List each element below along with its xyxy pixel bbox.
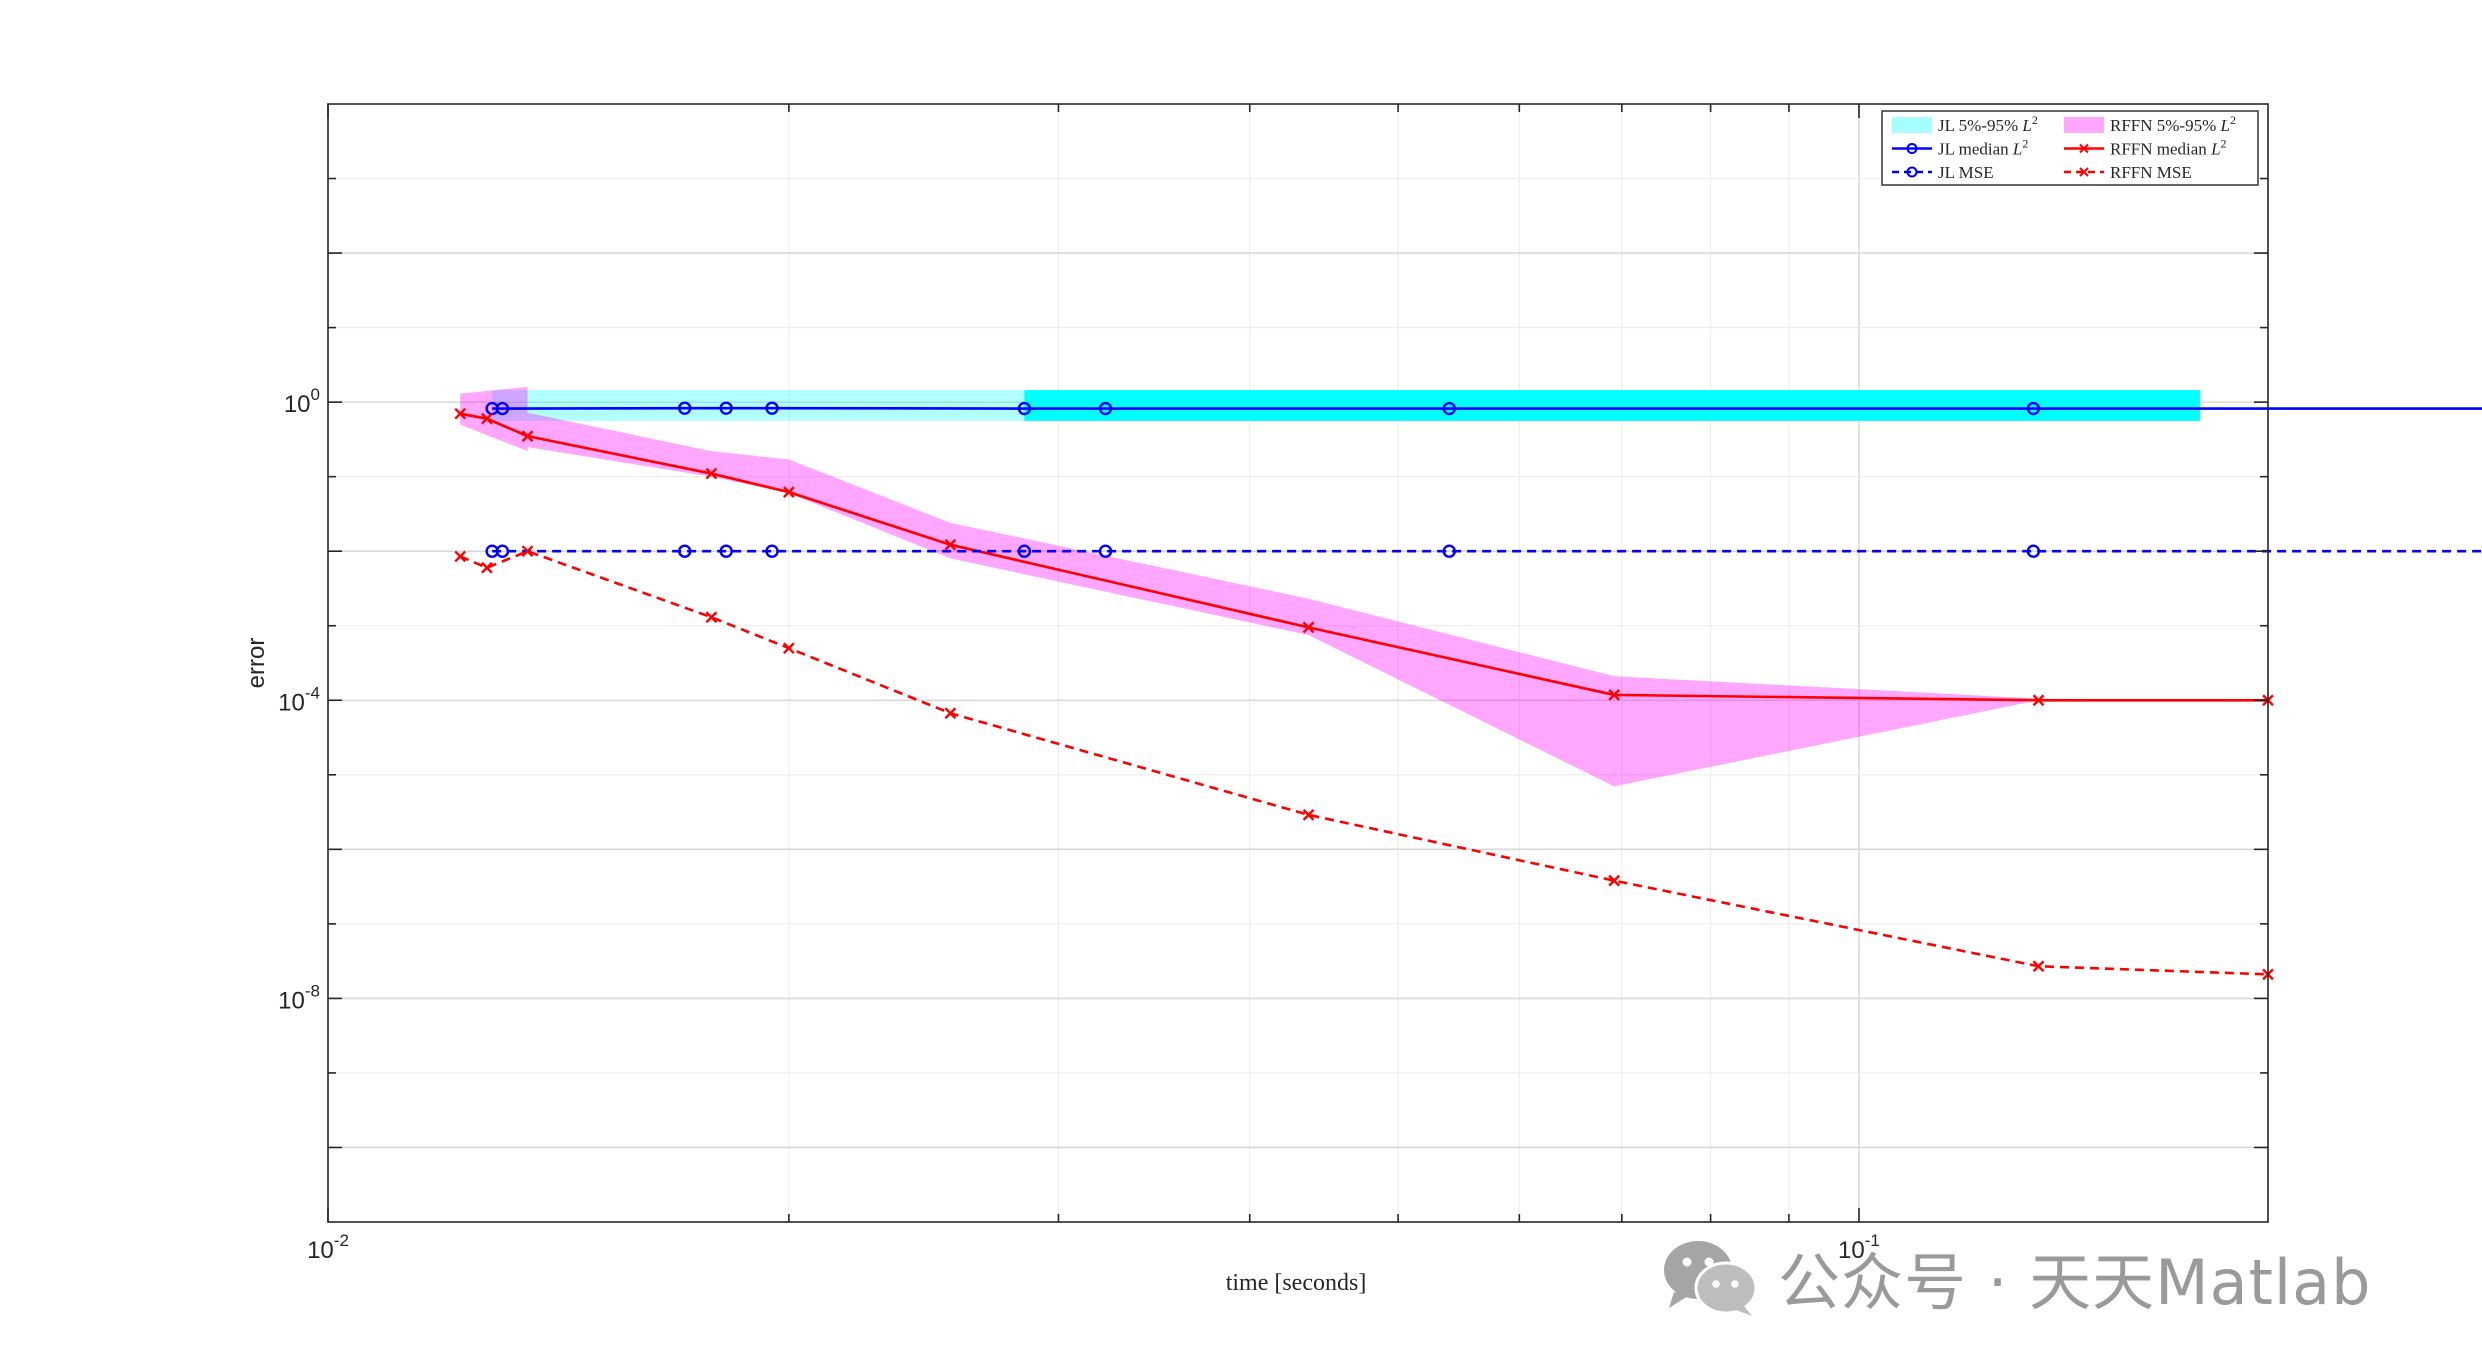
data-point: [719, 401, 733, 415]
data-point: [765, 401, 779, 415]
legend-swatch: [1892, 117, 1932, 133]
legend-entry: RFFN median L2: [2064, 137, 2227, 159]
axes-frame: [327, 103, 2269, 1223]
legend-marker: [1906, 166, 1918, 178]
data-point: [1442, 544, 1456, 558]
data-point: [705, 467, 718, 480]
data-point: [944, 707, 957, 720]
x-axis-label: time [seconds]: [1226, 1270, 1367, 1296]
legend-entry: RFFN MSE: [2064, 163, 2192, 182]
y-tick-label: 100: [284, 385, 320, 418]
legend-marker: [2079, 167, 2089, 177]
series-group: [485, 401, 2482, 416]
legend: JL 5%-95% L2 RFFN 5%-95% L2 JL median L2 RF…: [1881, 110, 2259, 186]
legend-marker: [1906, 143, 1918, 154]
data-point: [719, 544, 733, 558]
axis-ticks: 10-2 10-1 10-8 10-4 100: [278, 104, 2268, 1264]
confidence-band: [460, 386, 2269, 787]
legend-label: RFFN 5%-95% L2: [2110, 113, 2236, 135]
legend-label: RFFN MSE: [2110, 163, 2192, 182]
data-point: [481, 412, 493, 425]
data-point: [495, 544, 510, 558]
data-point: [678, 401, 692, 415]
data-point: [783, 486, 795, 498]
legend-label: RFFN median L2: [2110, 137, 2227, 159]
data-point: [1442, 401, 1456, 416]
data-point: [1302, 621, 1315, 634]
data-point: [944, 538, 957, 551]
x-tick-label: 10-1: [1838, 1231, 1880, 1264]
data-point: [2032, 694, 2045, 707]
confidence-bands: [460, 386, 2269, 787]
data-point: [2032, 960, 2045, 973]
data-point: [1098, 401, 1113, 416]
watermark: 公众号 · 天天Matlab: [1660, 1232, 2372, 1322]
data-point: [454, 550, 467, 563]
legend-entry: RFFN 5%-95% L2: [2064, 113, 2236, 135]
data-point: [705, 611, 718, 624]
data-point: [521, 545, 534, 558]
legend-label: JL 5%-95% L2: [1938, 113, 2038, 135]
legend-label: JL MSE: [1938, 163, 1994, 182]
legend-label: JL median L2: [1938, 137, 2028, 159]
wechat-icon: [1664, 1241, 1758, 1316]
legend-swatch: [2064, 117, 2104, 133]
data-point: [783, 642, 795, 655]
legend-entry: JL 5%-95% L2: [1892, 113, 2038, 135]
data-point: [678, 544, 692, 558]
data-point: [495, 401, 510, 416]
series-group: [485, 544, 2482, 558]
watermark-text: 公众号 · 天天Matlab: [1778, 1246, 2372, 1319]
data-point: [2026, 544, 2041, 558]
series-layer: [454, 401, 2482, 981]
legend-marker: [2079, 143, 2089, 154]
confidence-band: [1024, 390, 2200, 421]
y-tick-label: 10-8: [278, 981, 320, 1014]
legend-entry: JL MSE: [1892, 163, 1994, 182]
series-line: [459, 549, 2269, 976]
data-point: [1017, 401, 1032, 416]
data-point: [1017, 544, 1032, 558]
data-point: [521, 430, 534, 442]
legend-entry: JL median L2: [1892, 137, 2028, 159]
y-axis-label: error: [243, 638, 270, 689]
grid: [328, 104, 2268, 1222]
data-point: [481, 561, 493, 574]
data-point: [454, 407, 467, 420]
data-point: [1608, 874, 1621, 887]
data-point: [1608, 689, 1621, 701]
series-group: [454, 407, 2274, 707]
data-point: [2026, 401, 2041, 416]
y-tick-label: 10-4: [278, 683, 320, 716]
series-line: [459, 412, 2268, 702]
data-point: [1098, 544, 1113, 558]
series-group: [454, 545, 2274, 981]
data-point: [1302, 809, 1315, 821]
x-tick-label: 10-2: [307, 1231, 349, 1264]
data-point: [765, 544, 779, 558]
